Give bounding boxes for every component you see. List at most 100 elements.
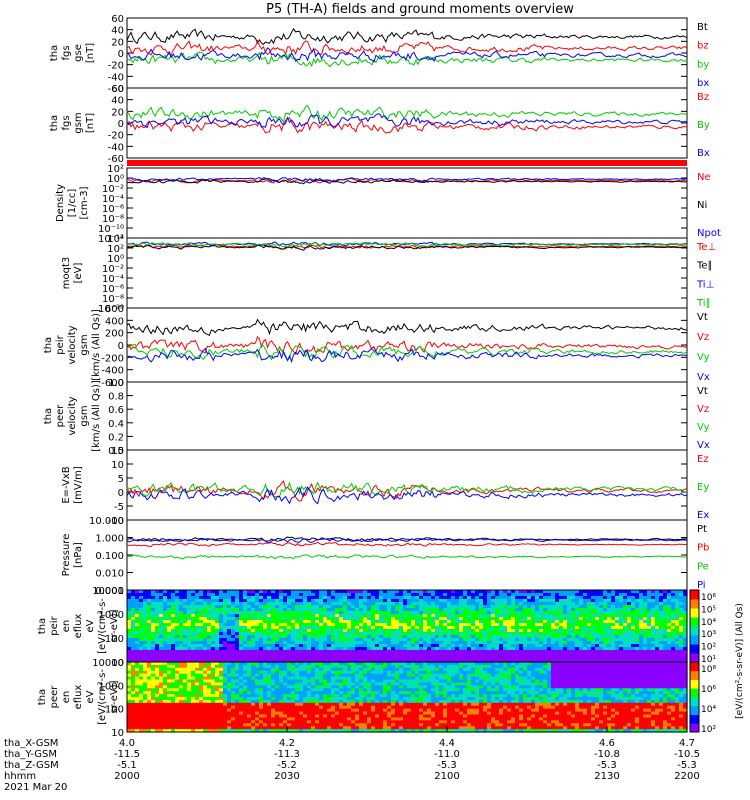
spectrogram-cell: [323, 617, 328, 621]
spectrogram-cell: [427, 620, 432, 624]
spectrogram-cell: [291, 708, 296, 713]
spectrogram-cell: [211, 611, 216, 615]
panel-10-ylabel-line: sr-eV)]: [109, 680, 120, 713]
spectrogram-cell: [475, 647, 480, 651]
spectrogram-cell: [143, 723, 148, 727]
legend-by: by: [697, 59, 709, 70]
spectrogram-cell: [227, 691, 232, 695]
spectrogram-cell: [135, 667, 140, 672]
spectrogram-cell: [331, 662, 336, 666]
spectrogram-cell: [291, 623, 296, 627]
spectrogram-cell: [431, 632, 436, 636]
spectrogram-cell: [427, 617, 432, 621]
spectrogram-cell: [659, 623, 664, 627]
spectrogram-cell: [163, 717, 168, 721]
spectrogram-cell: [203, 632, 208, 636]
spectrogram-cell: [639, 653, 644, 657]
panel-8: Pressure [nPa]10.0001.0000.1000.0100.001P…: [61, 516, 709, 597]
spectrogram-cell: [159, 667, 164, 672]
spectrogram-cell: [127, 635, 132, 639]
spectrogram-cell: [183, 708, 188, 713]
spectrogram-cell: [527, 653, 532, 657]
spectrogram-cell: [491, 659, 496, 663]
spectrogram-cell: [211, 614, 216, 618]
spectrogram-cell: [307, 605, 312, 609]
spectrogram-cell: [183, 670, 188, 675]
spectrogram-cell: [487, 620, 492, 624]
spectrogram-cell: [487, 656, 492, 660]
spectrogram-cell: [191, 679, 196, 684]
spectrogram-cell: [647, 659, 652, 663]
spectrogram-cell: [451, 617, 456, 621]
spectrogram-cell: [131, 650, 136, 654]
spectrogram-cell: [127, 676, 132, 681]
spectrogram-cell: [163, 691, 168, 695]
spectrogram-cell: [671, 632, 676, 636]
spectrogram-cell: [143, 720, 148, 724]
spectrogram-cell: [343, 620, 348, 624]
spectrogram-cell: [531, 599, 536, 603]
spectrogram-cell: [583, 650, 588, 654]
spectrogram-cell: [343, 726, 348, 730]
spectrogram-cell: [299, 641, 304, 645]
spectrogram-cell: [467, 656, 472, 660]
spectrogram-cell: [631, 641, 636, 645]
spectrogram-cell: [467, 644, 472, 648]
spectrogram-cell: [199, 638, 204, 642]
spectrogram-cell: [655, 590, 660, 594]
spectrogram-cell: [167, 723, 172, 727]
spectrogram-cell: [187, 590, 192, 594]
spectrogram-cell: [623, 641, 628, 645]
spectrogram-cell: [279, 599, 284, 603]
spectrogram-cell: [511, 590, 516, 594]
spectrogram-cell: [627, 620, 632, 624]
spectrogram-cell: [127, 656, 132, 660]
spectrogram-cell: [607, 590, 612, 594]
spectrogram-cell: [359, 653, 364, 657]
spectrogram-cell: [511, 629, 516, 633]
spectrogram-cell: [611, 650, 616, 654]
spectrogram-cell: [283, 614, 288, 618]
spectrogram-cell: [331, 644, 336, 648]
spectrogram-cell: [143, 620, 148, 624]
spectrogram-cell: [443, 593, 448, 597]
spectrogram-cell: [323, 691, 328, 695]
spectrogram-cell: [403, 632, 408, 636]
legend-Npot: Npot: [697, 228, 721, 239]
spectrogram-cell: [139, 714, 144, 719]
spectrogram-cell: [359, 656, 364, 660]
spectrogram-cell: [267, 691, 272, 695]
spectrogram-cell: [463, 647, 468, 651]
spectrogram-cell: [319, 641, 324, 645]
spectrogram-cell: [139, 691, 144, 695]
spectrogram-cell: [127, 664, 132, 669]
spectrogram-cell: [307, 653, 312, 657]
spectrogram-cell: [419, 629, 424, 633]
spectrogram-cell: [159, 638, 164, 642]
spectrogram-cell: [427, 638, 432, 642]
spectrogram-cell: [443, 602, 448, 606]
spectrogram-cell: [607, 623, 612, 627]
panel-5-tick-label: 600: [105, 304, 124, 315]
spectrogram-cell: [135, 673, 140, 678]
spectrogram-cell: [199, 729, 204, 733]
spectrogram-cell: [151, 662, 156, 666]
spectrogram-cell: [447, 641, 452, 645]
spectrogram-cell: [139, 699, 144, 704]
spectrogram-cell: [211, 676, 216, 681]
panel-10-ylabel-line: [eV/(cm²-s-: [97, 669, 108, 725]
spectrogram-cell: [243, 723, 248, 727]
spectrogram-cell: [579, 593, 584, 597]
spectrogram-cell: [491, 635, 496, 639]
spectrogram-cell: [275, 697, 280, 701]
spectrogram-cell: [319, 664, 324, 669]
spectrogram-cell: [483, 656, 488, 660]
spectrogram-cell: [307, 644, 312, 648]
spectrogram-cell: [487, 629, 492, 633]
spectrogram-cell: [427, 605, 432, 609]
spectrogram-cell: [171, 662, 176, 666]
spectrogram-cell: [515, 659, 520, 663]
spectrogram-cell: [327, 656, 332, 660]
spectrogram-cell: [535, 635, 540, 639]
